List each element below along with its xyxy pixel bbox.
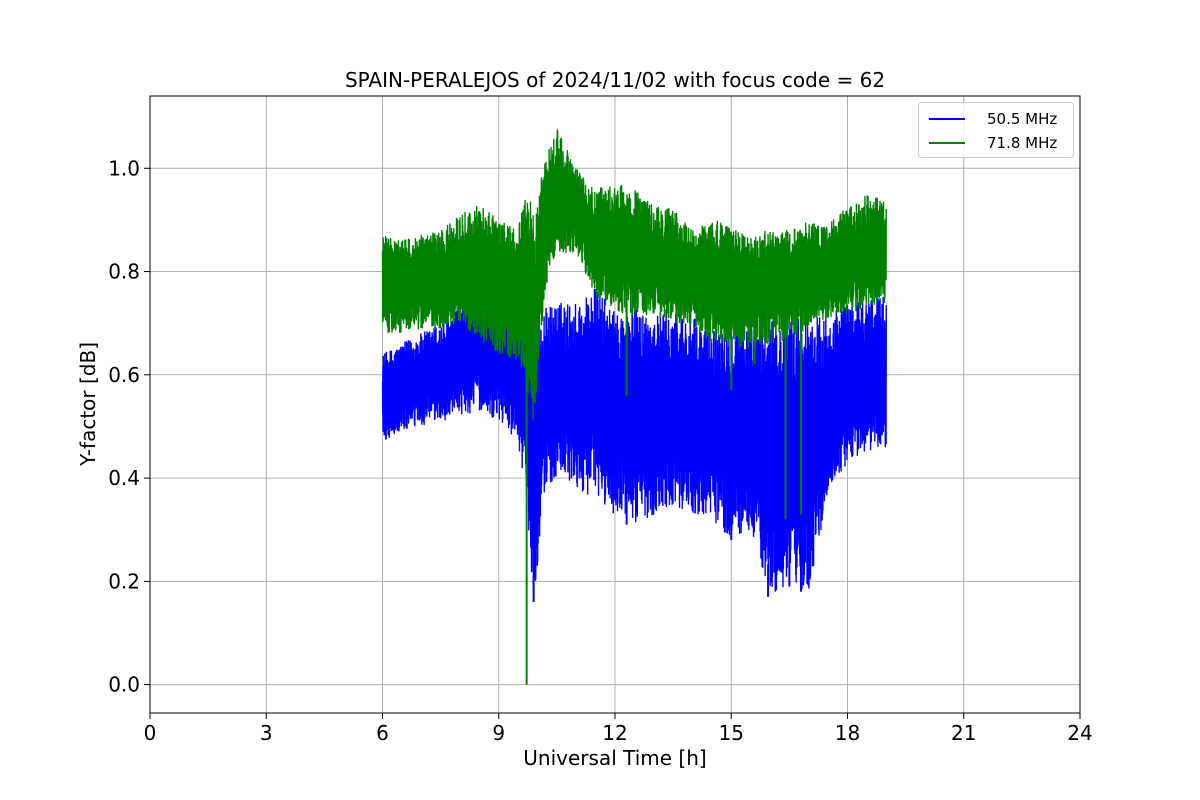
legend-item-series-1: 50.5 MHz: [929, 109, 1057, 129]
x-axis-label: Universal Time [h]: [523, 746, 707, 770]
x-tick-label: 24: [1067, 721, 1092, 745]
legend-label-series-1: 50.5 MHz: [987, 110, 1058, 128]
x-tick-label: 21: [951, 721, 976, 745]
x-tick-label: 9: [492, 721, 505, 745]
x-tick-label: 12: [602, 721, 627, 745]
y-tick-label: 0.2: [108, 569, 140, 593]
x-tick-label: 3: [260, 721, 273, 745]
y-tick-label: 1.0: [108, 156, 140, 180]
series-line-1: [381, 245, 887, 592]
x-tick-label: 18: [835, 721, 860, 745]
legend-swatch-series-1: [929, 118, 965, 120]
x-tick-label: 0: [144, 721, 157, 745]
y-tick-label: 0.4: [108, 466, 140, 490]
legend-swatch-series-2: [929, 142, 965, 144]
x-tick-label: 6: [376, 721, 389, 745]
chart-title: SPAIN-PERALEJOS of 2024/11/02 with focus…: [344, 68, 886, 92]
y-tick-label: 0.8: [108, 260, 140, 284]
x-tick-label: 15: [719, 721, 744, 745]
legend-item-series-2: 71.8 MHz: [929, 133, 1057, 153]
y-axis-ticks: 0.0 0.2 0.4 0.6 0.8 1.0: [108, 156, 150, 697]
legend: 50.5 MHz 71.8 MHz: [918, 102, 1074, 158]
y-tick-label: 0.0: [108, 673, 140, 697]
legend-label-series-2: 71.8 MHz: [987, 134, 1058, 152]
x-axis-ticks: 0 3 6 9 12 15 18 21 24: [144, 713, 1093, 745]
series-layer: [381, 129, 887, 685]
y-tick-label: 0.6: [108, 363, 140, 387]
y-axis-label: Y-factor [dB]: [76, 341, 100, 467]
series-line-2: [381, 129, 887, 420]
